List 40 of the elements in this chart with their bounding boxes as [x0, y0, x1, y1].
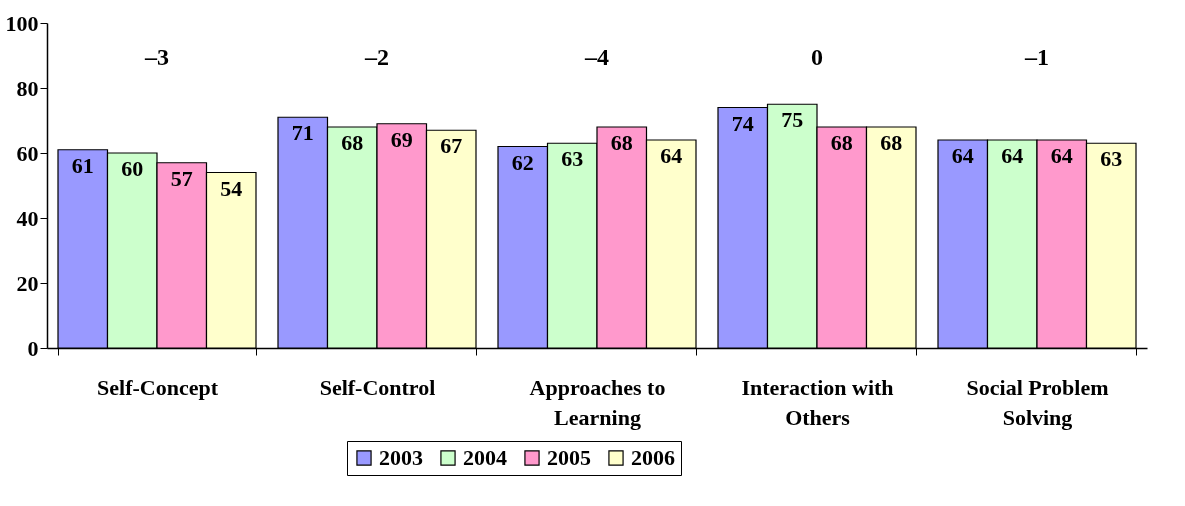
data-label: 64 [951, 143, 974, 168]
data-label: 54 [220, 175, 243, 201]
x-tick-label: Self-Control [319, 374, 436, 400]
x-tick-label: Self-Concept [97, 374, 219, 400]
x-tick-label: Social Problem Solving [966, 374, 1109, 430]
data-label: 68 [341, 130, 364, 155]
annotation: 0 [811, 44, 823, 70]
data-label: 61 [71, 152, 94, 178]
legend-label: 2005 [547, 445, 591, 470]
legend-label: 2006 [631, 445, 675, 470]
data-label: 64 [660, 143, 683, 168]
data-label: 69 [390, 126, 413, 152]
y-tick-label: 40 [16, 205, 39, 231]
y-tick-label: 20 [16, 270, 39, 296]
legend-label: 2003 [379, 445, 423, 470]
y-tick-label: 0 [27, 335, 39, 361]
data-label: 63 [1100, 146, 1123, 172]
annotation: –2 [364, 44, 389, 70]
data-label: 67 [440, 133, 463, 159]
data-label: 75 [781, 107, 804, 133]
data-label: 64 [1001, 143, 1024, 168]
x-tick-label: Interaction with Others [741, 374, 894, 430]
y-tick-label: 100 [5, 10, 39, 36]
x-tick-label: Approaches to Learning [529, 374, 666, 430]
data-label: 68 [880, 130, 903, 155]
data-label: 57 [170, 165, 193, 191]
data-label: 60 [121, 156, 144, 181]
legend-label: 2004 [463, 445, 507, 470]
annotation: –1 [1024, 44, 1049, 70]
data-label: 63 [561, 146, 584, 172]
data-label: 74 [731, 110, 754, 136]
y-tick-label: 60 [16, 140, 39, 166]
annotation: –4 [584, 44, 609, 70]
data-label: 68 [610, 130, 633, 155]
y-tick-label: 80 [16, 75, 39, 101]
data-label: 64 [1050, 143, 1073, 168]
data-label: 71 [291, 120, 314, 146]
data-label: 68 [830, 130, 853, 155]
annotation: –3 [144, 44, 169, 70]
data-label: 62 [511, 149, 534, 175]
